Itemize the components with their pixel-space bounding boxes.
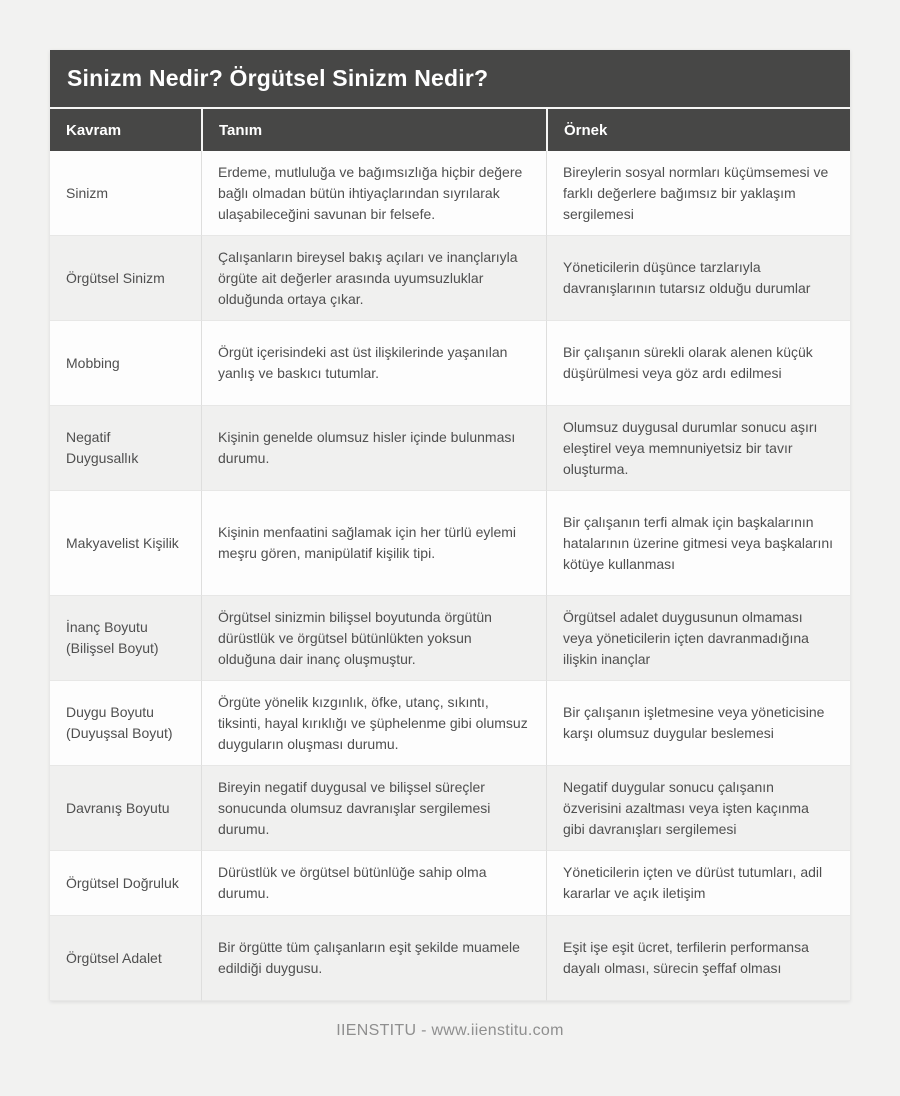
ornek-cell: Bir çalışanın sürekli olarak alenen küçü… [546,321,850,406]
tanim-cell: Kişinin menfaatini sağlamak için her tür… [201,491,546,596]
table-row: Negatif Duygusallık Kişinin genelde olum… [50,406,850,491]
kavram-cell: Sinizm [50,151,201,236]
kavram-cell: Örgütsel Sinizm [50,236,201,321]
ornek-cell: Örgütsel adalet duygusunun olmaması veya… [546,596,850,681]
kavram-cell: Duygu Boyutu (Duyuşsal Boyut) [50,681,201,766]
ornek-cell: Yöneticilerin içten ve dürüst tutumları,… [546,851,850,916]
ornek-cell: Bireylerin sosyal normları küçümsemesi v… [546,151,850,236]
tanim-cell: Dürüstlük ve örgütsel bütünlüğe sahip ol… [201,851,546,916]
ornek-cell: Bir çalışanın terfi almak için başkaları… [546,491,850,596]
tanim-cell: Bir örgütte tüm çalışanların eşit şekild… [201,916,546,1001]
column-header-ornek: Örnek [546,109,850,151]
table-row: Davranış Boyutu Bireyin negatif duygusal… [50,766,850,851]
table-row: İnanç Boyutu (Bilişsel Boyut) Örgütsel s… [50,596,850,681]
tanim-cell: Örgüte yönelik kızgınlık, öfke, utanç, s… [201,681,546,766]
footer-credit: IIENSTITU - www.iienstitu.com [336,1022,564,1039]
title-bar: Sinizm Nedir? Örgütsel Sinizm Nedir? [50,50,850,109]
kavram-cell: Negatif Duygusallık [50,406,201,491]
tanim-cell: Kişinin genelde olumsuz hisler içinde bu… [201,406,546,491]
cynicism-table-card: Sinizm Nedir? Örgütsel Sinizm Nedir? Kav… [50,50,850,1001]
table-row: Örgütsel Sinizm Çalışanların bireysel ba… [50,236,850,321]
ornek-cell: Yöneticilerin düşünce tarzlarıyla davran… [546,236,850,321]
tanim-cell: Çalışanların bireysel bakış açıları ve i… [201,236,546,321]
tanim-cell: Örgüt içerisindeki ast üst ilişkilerinde… [201,321,546,406]
kavram-cell: Makyavelist Kişilik [50,491,201,596]
table-row: Makyavelist Kişilik Kişinin menfaatini s… [50,491,850,596]
table-row: Sinizm Erdeme, mutluluğa ve bağımsızlığa… [50,151,850,236]
table-header: Kavram Tanım Örnek [50,109,850,151]
kavram-cell: Davranış Boyutu [50,766,201,851]
table-row: Örgütsel Doğruluk Dürüstlük ve örgütsel … [50,851,850,916]
kavram-cell: Örgütsel Adalet [50,916,201,1001]
ornek-cell: Negatif duygular sonucu çalışanın özveri… [546,766,850,851]
table-row: Örgütsel Adalet Bir örgütte tüm çalışanl… [50,916,850,1001]
ornek-cell: Bir çalışanın işletmesine veya yöneticis… [546,681,850,766]
kavram-cell: İnanç Boyutu (Bilişsel Boyut) [50,596,201,681]
ornek-cell: Eşit işe eşit ücret, terfilerin performa… [546,916,850,1001]
ornek-cell: Olumsuz duygusal durumlar sonucu aşırı e… [546,406,850,491]
tanim-cell: Erdeme, mutluluğa ve bağımsızlığa hiçbir… [201,151,546,236]
kavram-cell: Örgütsel Doğruluk [50,851,201,916]
table-body: Sinizm Erdeme, mutluluğa ve bağımsızlığa… [50,151,850,1001]
tanim-cell: Örgütsel sinizmin bilişsel boyutunda örg… [201,596,546,681]
table-row: Mobbing Örgüt içerisindeki ast üst ilişk… [50,321,850,406]
kavram-cell: Mobbing [50,321,201,406]
concepts-table: Kavram Tanım Örnek Sinizm Erdeme, mutlul… [50,109,850,1001]
column-header-kavram: Kavram [50,109,201,151]
table-row: Duygu Boyutu (Duyuşsal Boyut) Örgüte yön… [50,681,850,766]
header-row: Kavram Tanım Örnek [50,109,850,151]
page-title: Sinizm Nedir? Örgütsel Sinizm Nedir? [67,65,489,91]
tanim-cell: Bireyin negatif duygusal ve bilişsel sür… [201,766,546,851]
column-header-tanim: Tanım [201,109,546,151]
